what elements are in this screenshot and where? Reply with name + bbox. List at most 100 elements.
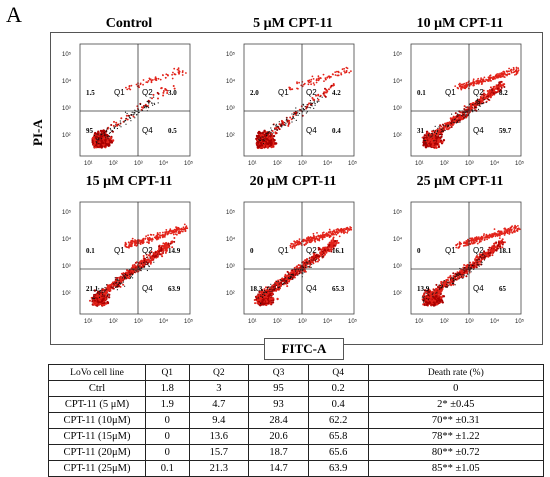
x-tick-label: 10³	[298, 161, 307, 167]
quadrant-value: 0	[250, 247, 254, 255]
table-header: Q3	[249, 365, 309, 381]
table-cell: 70** ±0.31	[368, 413, 543, 429]
table-cell: 13.6	[189, 429, 249, 445]
table-cell: 0	[146, 429, 190, 445]
quadrant-label: Q2	[142, 88, 153, 97]
quadrant-label: Q4	[473, 284, 484, 293]
quadrant-label: Q1	[445, 246, 456, 255]
x-tick-label: 10¹	[248, 161, 257, 167]
table-cell: 0	[368, 381, 543, 397]
quadrant-value: 1.5	[86, 89, 95, 97]
table-cell: 0.1	[146, 461, 190, 477]
row-label-cell: CPT-11 (25μM)	[49, 461, 146, 477]
quadrant-label: Q1	[278, 88, 289, 97]
table-cell: 62.2	[308, 413, 368, 429]
table-cell: 28.4	[249, 413, 309, 429]
quadrant-value: 59.7	[499, 127, 512, 135]
quadrant-value: 0.1	[86, 247, 95, 255]
y-tick-label: 10⁴	[393, 236, 403, 243]
quadrant-value: 65	[499, 285, 507, 293]
quadrant-label: Q4	[473, 126, 484, 135]
y-tick-label: 10⁴	[226, 236, 236, 243]
y-tick-label: 10²	[226, 133, 235, 139]
panel-title: 15 μM CPT-11	[58, 174, 200, 190]
quadrant-label: Q2	[142, 246, 153, 255]
table-cell: 0	[146, 445, 190, 461]
x-tick-label: 10²	[273, 319, 282, 325]
table-cell: 2* ±0.45	[368, 397, 543, 413]
y-tick-label: 10⁵	[62, 51, 72, 58]
row-label-cell: CPT-11 (15μM)	[49, 429, 146, 445]
x-tick-label: 10³	[298, 319, 307, 325]
table-cell: 1.9	[146, 397, 190, 413]
table-cell: 65.8	[308, 429, 368, 445]
quadrant-label: Q1	[114, 246, 125, 255]
quadrant-value: 0.5	[168, 127, 177, 135]
panel-title: 5 μM CPT-11	[222, 16, 364, 32]
panel-title: Control	[58, 16, 200, 32]
figure-label: A	[6, 2, 22, 28]
x-tick-label: 10²	[109, 319, 118, 325]
quadrant-value: 14.9	[168, 247, 181, 255]
x-tick-label: 10²	[109, 161, 118, 167]
table-cell: 18.7	[249, 445, 309, 461]
quadrant-label: Q4	[142, 126, 153, 135]
x-tick-label: 10⁴	[159, 160, 169, 167]
y-tick-label: 10⁵	[226, 209, 236, 216]
quadrant-label: Q2	[306, 246, 317, 255]
x-tick-label: 10⁵	[184, 318, 194, 325]
table-cell: 4.7	[189, 397, 249, 413]
quadrant-label: Q1	[445, 88, 456, 97]
table-cell: 0.2	[308, 381, 368, 397]
y-tick-label: 10⁴	[226, 78, 236, 85]
x-tick-label: 10⁴	[490, 318, 500, 325]
quadrant-value: 63.9	[168, 285, 181, 293]
table-cell: 15.7	[189, 445, 249, 461]
x-tick-label: 10³	[134, 161, 143, 167]
table-header: Q2	[189, 365, 249, 381]
y-tick-label: 10²	[393, 291, 402, 297]
y-tick-label: 10⁴	[62, 78, 72, 85]
table-cell: 80** ±0.72	[368, 445, 543, 461]
quadrant-label: Q4	[142, 284, 153, 293]
table-header-row: LoVo cell line Q1 Q2 Q3 Q4 Death rate (%…	[49, 365, 544, 381]
table-cell: 95	[249, 381, 309, 397]
table-cell: 93	[249, 397, 309, 413]
x-tick-label: 10³	[134, 319, 143, 325]
y-tick-label: 10³	[226, 106, 235, 112]
quadrant-value: 31	[417, 127, 425, 135]
table-cell: 21.3	[189, 461, 249, 477]
x-axis-label: FITC-A	[264, 338, 344, 360]
y-tick-label: 10³	[226, 264, 235, 270]
table-cell: 0	[146, 413, 190, 429]
table-header: LoVo cell line	[49, 365, 146, 381]
table-cell: 0.4	[308, 397, 368, 413]
table-cell: 63.9	[308, 461, 368, 477]
y-tick-label: 10⁵	[393, 51, 403, 58]
x-tick-label: 10⁵	[348, 160, 358, 167]
x-tick-label: 10⁵	[348, 318, 358, 325]
quadrant-value: 0	[417, 247, 421, 255]
quadrant-value: 16.1	[332, 247, 345, 255]
quadrant-value: 3.0	[168, 89, 177, 97]
table-cell: 9.4	[189, 413, 249, 429]
table-header: Q4	[308, 365, 368, 381]
quadrant-label: Q1	[278, 246, 289, 255]
quadrant-value: 65.3	[332, 285, 345, 293]
x-tick-label: 10¹	[84, 161, 93, 167]
quadrant-value: 0.1	[417, 89, 426, 97]
quadrant-label: Q2	[306, 88, 317, 97]
table-header: Death rate (%)	[368, 365, 543, 381]
quadrant-value: 4.2	[332, 89, 341, 97]
y-tick-label: 10³	[393, 264, 402, 270]
y-tick-label: 10²	[62, 133, 71, 139]
